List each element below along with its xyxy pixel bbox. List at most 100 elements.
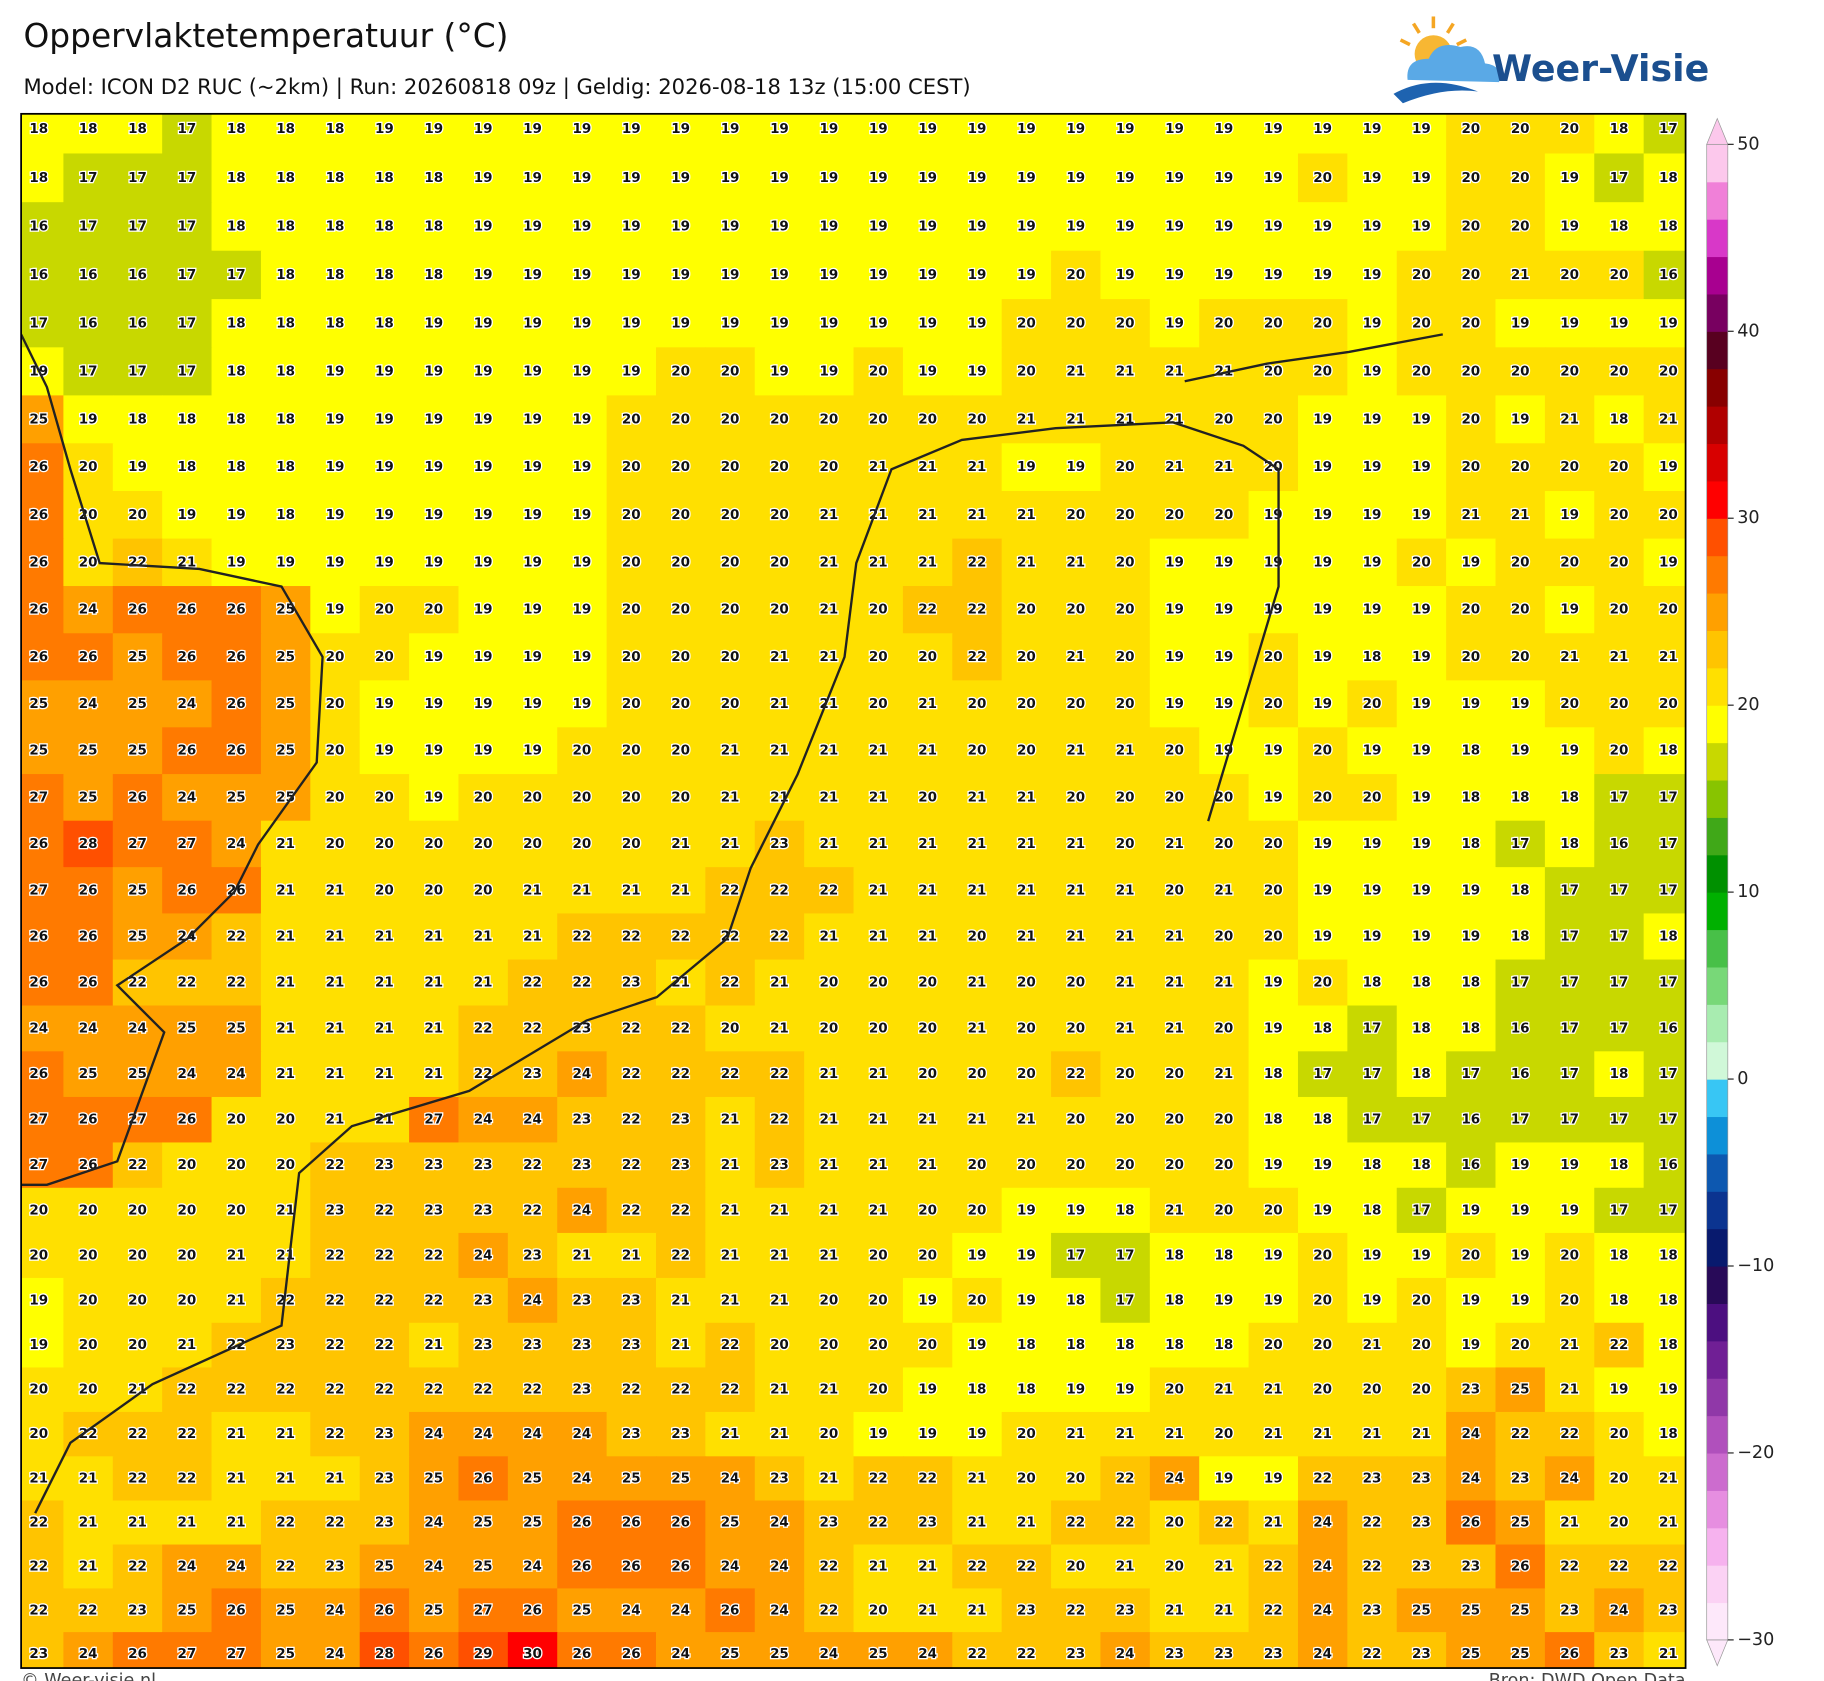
temp-label: 19 [523,649,542,665]
temp-cell [409,153,460,203]
temp-label: 21 [523,929,542,945]
temp-label: 19 [1116,218,1135,234]
temp-label: 21 [869,1112,888,1128]
temp-label: 22 [326,1382,345,1398]
temp-cell [655,153,707,203]
temp-cell [853,299,904,349]
temp-cell [211,113,262,155]
temp-label: 23 [375,1470,394,1486]
temp-label: 23 [474,1292,493,1308]
temp-label: 21 [1165,363,1184,379]
temp-label: 18 [1066,1337,1085,1353]
temp-cell [1100,347,1151,397]
temp-cell [1149,202,1200,252]
temp-cell [112,1005,163,1053]
temp-cell [1446,913,1497,961]
temp-label: 22 [276,1382,295,1398]
temp-cell [655,491,707,540]
temp-label: 18 [1264,1066,1283,1082]
temp-cell [557,299,608,349]
temp-label: 22 [721,975,740,991]
temp-cell [1643,820,1686,868]
temp-cell [1100,113,1151,155]
temp-label: 19 [474,267,493,283]
temp-cell [1446,1096,1497,1144]
temp-cell [1594,491,1645,540]
temp-label: 25 [177,1602,196,1618]
temp-label: 24 [128,1020,147,1036]
temp-label: 19 [1560,218,1579,234]
temp-label: 21 [918,743,937,759]
temp-label: 21 [326,975,345,991]
temp-label: 19 [1412,507,1431,523]
temp-label: 21 [375,929,394,945]
temp-label: 20 [1264,696,1283,712]
temp-label: 21 [968,459,987,475]
temp-cell [705,774,756,822]
temp-cell [1248,1005,1299,1053]
colorbar-segment [1706,630,1728,669]
temp-cell [557,867,608,915]
temp-cell [1248,680,1299,729]
temp-label: 22 [671,1202,690,1218]
temp-label: 21 [1017,882,1036,898]
temp-label: 20 [573,743,592,759]
temp-cell [1396,633,1447,682]
temp-label: 20 [622,507,641,523]
temp-cell [21,727,65,775]
temp-label: 24 [523,1292,542,1308]
temp-label: 18 [1610,1292,1629,1308]
temp-cell [1594,1187,1645,1234]
temp-label: 25 [1461,1646,1480,1662]
temp-label: 19 [1461,554,1480,570]
temp-cell [1297,820,1349,868]
colorbar-segment [1706,555,1728,594]
temp-cell [1446,153,1497,203]
temp-cell [260,727,312,775]
temp-cell [557,491,608,540]
temp-cell [458,820,509,868]
temp-cell [1297,153,1349,203]
temp-cell [21,250,65,300]
temp-cell [1199,1096,1250,1144]
temp-cell [458,395,509,444]
temp-cell [409,202,460,252]
temp-label: 20 [819,1292,838,1308]
temp-label: 20 [1412,1337,1431,1353]
temp-cell [1199,202,1250,252]
temp-label: 19 [177,507,196,523]
temp-label: 21 [276,975,295,991]
temp-cell [1199,153,1250,203]
temp-label: 26 [474,1470,493,1486]
temp-cell [260,959,312,1007]
temp-cell [1544,959,1595,1007]
temp-label: 21 [1066,1426,1085,1442]
temp-label: 26 [1461,1515,1480,1531]
temp-cell [1001,1142,1052,1189]
temp-cell [1297,1187,1349,1234]
temp-cell [1297,867,1349,915]
temp-cell [1297,491,1349,540]
temp-label: 18 [1264,1112,1283,1128]
temp-label: 20 [1066,1559,1085,1575]
temp-label: 20 [177,1202,196,1218]
temp-cell [1347,1142,1398,1189]
temp-cell [1149,347,1200,397]
temp-label: 24 [177,1559,196,1575]
temp-cell [1544,727,1595,775]
temp-cell [902,153,953,203]
temp-label: 16 [1659,267,1678,283]
temp-label: 22 [276,1559,295,1575]
temp-label: 22 [1116,1515,1135,1531]
temp-label: 20 [671,602,690,618]
temp-label: 20 [1215,1202,1234,1218]
temp-cell [853,1051,904,1098]
temp-label: 19 [1215,267,1234,283]
temp-cell [21,443,65,492]
temp-label: 21 [869,554,888,570]
temp-cell [952,1187,1003,1234]
temp-label: 17 [1659,975,1678,991]
temp-label: 20 [1511,459,1530,475]
temp-cell [1199,680,1250,729]
